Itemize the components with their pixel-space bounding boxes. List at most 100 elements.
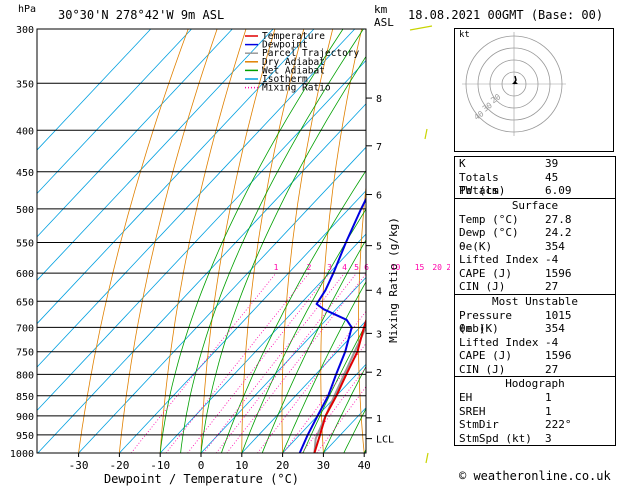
pressure-tick-label: 450	[16, 168, 34, 179]
mixing-ratio-label: 20	[432, 263, 442, 272]
mixing-ratio-label: 1	[274, 263, 279, 272]
stat-row: EH 1	[455, 391, 615, 405]
wind-barb	[425, 452, 429, 464]
stat-row: Lifted Index -4	[455, 253, 615, 267]
mixing-ratio-label: 6	[364, 263, 369, 272]
stat-value: 27	[545, 280, 559, 293]
stat-label: θe (K)	[459, 322, 499, 335]
stat-value: 45	[545, 170, 559, 184]
stat-value: 1	[545, 391, 552, 404]
parcel-trajectory-line	[313, 324, 366, 453]
stat-value: 39	[545, 157, 559, 170]
km-tick-label: 4	[376, 286, 382, 297]
hodograph-title: Hodograph	[505, 377, 565, 390]
stat-label: Temp (°C)	[459, 212, 519, 226]
stat-value: 24.2	[545, 226, 572, 239]
stat-label: EH	[459, 391, 473, 404]
stat-row: CIN (J) 27	[455, 280, 615, 294]
isotherm-line	[159, 233, 366, 453]
x-tick-label: -30	[69, 459, 89, 472]
stat-value: 222°	[545, 418, 572, 431]
hpa-axis-label: hPa	[18, 4, 37, 15]
stat-value: 1596	[545, 266, 572, 280]
stat-row: θe(K) 354	[455, 240, 615, 254]
stat-value: 1015	[545, 308, 572, 322]
km-tick-label: 1	[376, 414, 382, 425]
stat-row: CIN (J) 27	[455, 363, 615, 377]
pressure-tick-label: 750	[16, 348, 34, 359]
x-tick-label: 10	[235, 459, 248, 472]
stat-value: 1	[545, 404, 552, 418]
pressure-tick-label: 850	[16, 392, 34, 403]
x-tick-label: 30	[317, 459, 330, 472]
stat-label: Lifted Index	[459, 335, 539, 349]
most-unstable-title: Most Unstable	[491, 294, 579, 308]
stat-value: 354	[545, 239, 565, 253]
forecast-datetime: 18.08.2021 00GMT (Base: 00)	[408, 8, 604, 22]
km-tick-label: 6	[376, 191, 382, 202]
asl-axis-label: ASL	[374, 16, 394, 29]
legend-entry: Dry Adiabat	[262, 57, 325, 68]
mixing-ratio-line	[257, 310, 366, 453]
stat-row: Dewp (°C) 24.2	[455, 226, 615, 240]
surface-section: Surface Temp (°C) 27.8 Dewp (°C) 24.2 θe(K) 3…	[455, 197, 615, 294]
legend-entry: Isotherm	[262, 74, 308, 85]
mixing-ratio-label: 5	[354, 263, 359, 272]
stat-value: 1596	[545, 349, 572, 362]
km-tick-label: 2	[376, 368, 382, 379]
mixing-ratio-label: 25	[446, 263, 450, 272]
hodograph-kt-label: kt	[459, 30, 470, 40]
stat-label: CIN (J)	[459, 280, 506, 293]
mixing-ratio-line	[130, 272, 277, 453]
pressure-tick-label: 950	[16, 431, 34, 442]
x-tick-label: 0	[198, 459, 205, 472]
wind-barb	[409, 25, 433, 31]
hodograph-section: Hodograph EH 1 SREH 1 StmDir 222° StmSpd (kt) 3	[455, 376, 615, 445]
stat-label: StmSpd (kt)	[459, 431, 532, 445]
stat-label: Lifted Index	[459, 253, 539, 266]
most-unstable-section: Most Unstable Pressure (mb) 1015 θe (K) 354…	[455, 293, 615, 377]
pressure-tick-label: 400	[16, 126, 34, 137]
dry-adiabat-line	[430, 29, 448, 453]
stat-row: PW (cm) 6.09	[455, 184, 615, 198]
isotherm-line	[282, 363, 366, 453]
wet-adiabat-line	[302, 323, 366, 453]
stat-label: Dewp (°C)	[459, 226, 519, 239]
surface-title: Surface	[511, 198, 559, 212]
legend-entry: Dewpoint	[262, 40, 308, 51]
storm-motion-marker	[512, 81, 518, 84]
km-tick-label: 7	[376, 142, 382, 153]
mixing-ratio-line	[316, 386, 366, 453]
dry-adiabat-line	[358, 183, 366, 453]
wet-adiabat-line	[323, 365, 366, 453]
isotherm-line	[241, 320, 366, 453]
isotherm-line	[37, 29, 152, 151]
legend-entry: Mixing Ratio	[262, 83, 331, 94]
x-tick-label: -10	[150, 459, 170, 472]
pressure-tick-label: 650	[16, 297, 34, 308]
mixing-ratio-label: 10	[391, 263, 401, 272]
stat-value: -4	[545, 335, 559, 349]
station-location: 30°30'N 278°42'W 9m ASL	[58, 8, 225, 22]
dry-adiabat-line	[119, 29, 218, 453]
km-tick-label: 8	[376, 94, 382, 105]
stat-row: Lifted Index -4	[455, 336, 615, 350]
isotherm-line	[37, 29, 315, 325]
legend-entry: Wet Adiabat	[262, 65, 325, 76]
stat-label: PW (cm)	[459, 184, 506, 197]
stat-label: θe(K)	[459, 239, 493, 253]
km-axis-label: km	[374, 3, 388, 16]
skewt-chart: 3003504004505005506006507007508008509009…	[10, 25, 450, 486]
pressure-tick-label: 550	[16, 238, 34, 249]
pressure-tick-label: 700	[16, 323, 34, 334]
isotherm-line	[119, 190, 366, 453]
isotherm-line	[37, 29, 192, 195]
indices-panel: K 39 Totals Totals 45 PW (cm) 6.09 Surface Te…	[454, 156, 616, 446]
mixing-ratio-label: 15	[415, 263, 425, 272]
x-axis-label: Dewpoint / Temperature (°C)	[104, 472, 299, 486]
temperature-line	[313, 317, 366, 453]
stat-row: Pressure (mb) 1015	[455, 308, 615, 336]
pressure-tick-label: 800	[16, 370, 34, 381]
